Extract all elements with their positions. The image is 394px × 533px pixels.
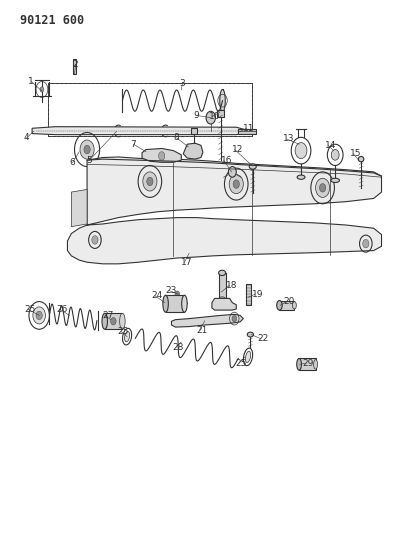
Bar bbox=[48, 83, 252, 136]
Text: 12: 12 bbox=[232, 145, 243, 154]
Text: 14: 14 bbox=[325, 141, 336, 150]
Bar bbox=[191, 128, 197, 134]
Ellipse shape bbox=[245, 351, 251, 362]
Text: 90121 600: 90121 600 bbox=[20, 14, 84, 27]
Polygon shape bbox=[67, 157, 381, 264]
Ellipse shape bbox=[220, 90, 225, 112]
Ellipse shape bbox=[120, 313, 125, 329]
Circle shape bbox=[363, 239, 369, 248]
Circle shape bbox=[331, 150, 339, 160]
Ellipse shape bbox=[277, 301, 282, 310]
Text: 2: 2 bbox=[72, 60, 78, 69]
Polygon shape bbox=[212, 298, 236, 310]
Circle shape bbox=[232, 316, 237, 322]
Text: 5: 5 bbox=[86, 156, 92, 165]
Circle shape bbox=[316, 178, 330, 197]
Circle shape bbox=[158, 152, 165, 160]
Circle shape bbox=[40, 87, 44, 92]
Text: 27: 27 bbox=[102, 311, 113, 320]
Text: 13: 13 bbox=[283, 134, 295, 143]
Text: 25: 25 bbox=[24, 304, 35, 313]
Text: 25: 25 bbox=[236, 359, 247, 368]
Ellipse shape bbox=[297, 359, 301, 370]
Bar bbox=[279, 301, 294, 310]
Bar bbox=[165, 295, 184, 312]
Circle shape bbox=[33, 307, 45, 324]
Polygon shape bbox=[171, 314, 243, 327]
Bar bbox=[299, 359, 316, 370]
Text: 16: 16 bbox=[221, 156, 232, 165]
Bar bbox=[217, 110, 225, 117]
Bar bbox=[219, 273, 226, 300]
Text: 25: 25 bbox=[118, 327, 129, 336]
Bar bbox=[246, 284, 251, 305]
Text: 22: 22 bbox=[258, 334, 269, 343]
Ellipse shape bbox=[359, 157, 364, 162]
Circle shape bbox=[233, 180, 240, 188]
Text: 11: 11 bbox=[243, 124, 255, 133]
Text: 10: 10 bbox=[209, 112, 220, 121]
Circle shape bbox=[229, 174, 243, 193]
Circle shape bbox=[295, 143, 307, 159]
Text: 24: 24 bbox=[152, 291, 163, 300]
Text: 17: 17 bbox=[181, 258, 193, 266]
Text: 20: 20 bbox=[283, 297, 295, 306]
Text: 6: 6 bbox=[69, 158, 75, 167]
Polygon shape bbox=[142, 149, 181, 163]
Text: 4: 4 bbox=[24, 133, 29, 142]
Circle shape bbox=[206, 111, 216, 124]
Ellipse shape bbox=[249, 164, 256, 169]
Circle shape bbox=[320, 183, 326, 192]
Polygon shape bbox=[32, 127, 248, 135]
Circle shape bbox=[143, 172, 157, 191]
Circle shape bbox=[111, 318, 116, 325]
Ellipse shape bbox=[247, 332, 253, 337]
Bar bbox=[48, 83, 252, 136]
Circle shape bbox=[147, 177, 153, 185]
Ellipse shape bbox=[182, 295, 187, 312]
Text: 23: 23 bbox=[165, 286, 177, 295]
Circle shape bbox=[175, 291, 180, 297]
Bar bbox=[238, 130, 256, 134]
Text: 26: 26 bbox=[56, 304, 68, 313]
Text: 8: 8 bbox=[173, 133, 179, 142]
Text: 19: 19 bbox=[252, 289, 264, 298]
Text: 28: 28 bbox=[173, 343, 184, 352]
Polygon shape bbox=[71, 189, 87, 227]
Text: 1: 1 bbox=[28, 77, 34, 86]
Circle shape bbox=[229, 166, 236, 177]
Circle shape bbox=[84, 146, 90, 154]
Ellipse shape bbox=[125, 332, 130, 342]
Circle shape bbox=[36, 311, 42, 320]
Circle shape bbox=[80, 140, 94, 159]
Text: 9: 9 bbox=[194, 111, 200, 120]
Text: 29: 29 bbox=[302, 359, 314, 368]
Ellipse shape bbox=[163, 295, 168, 312]
Ellipse shape bbox=[314, 360, 318, 369]
Ellipse shape bbox=[292, 302, 296, 309]
Text: 15: 15 bbox=[350, 149, 362, 158]
Circle shape bbox=[92, 236, 98, 244]
Bar bbox=[105, 313, 123, 329]
Ellipse shape bbox=[297, 175, 305, 179]
Ellipse shape bbox=[219, 270, 226, 276]
Ellipse shape bbox=[102, 313, 108, 329]
Text: 3: 3 bbox=[179, 78, 185, 87]
Text: 21: 21 bbox=[196, 326, 208, 335]
Text: 18: 18 bbox=[227, 280, 238, 289]
Bar bbox=[72, 59, 76, 74]
Polygon shape bbox=[183, 143, 203, 159]
Text: 7: 7 bbox=[130, 140, 136, 149]
Ellipse shape bbox=[219, 297, 226, 302]
Ellipse shape bbox=[331, 178, 340, 182]
